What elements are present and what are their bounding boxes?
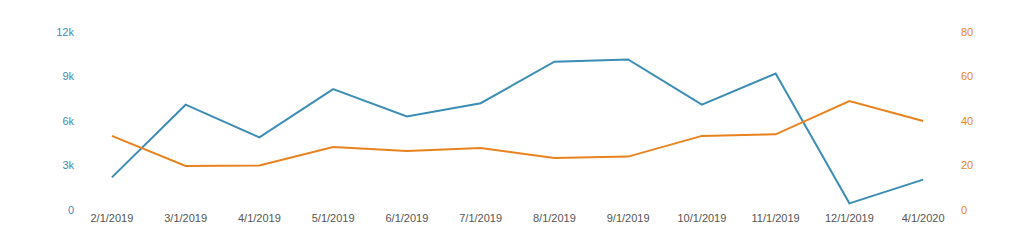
svg-text:5/1/2019: 5/1/2019 <box>312 212 355 224</box>
svg-text:0: 0 <box>68 204 74 216</box>
svg-text:8/1/2019: 8/1/2019 <box>533 212 576 224</box>
svg-text:11/1/2019: 11/1/2019 <box>752 212 800 224</box>
svg-text:40: 40 <box>961 115 973 127</box>
svg-text:0: 0 <box>961 204 967 216</box>
svg-text:12k: 12k <box>56 26 74 38</box>
svg-text:3/1/2019: 3/1/2019 <box>164 212 207 224</box>
svg-text:12/1/2019: 12/1/2019 <box>825 212 874 224</box>
svg-text:6/1/2019: 6/1/2019 <box>385 212 428 224</box>
svg-text:60: 60 <box>961 70 973 82</box>
svg-text:4/1/2020: 4/1/2020 <box>902 212 945 224</box>
svg-text:3k: 3k <box>62 159 74 171</box>
svg-text:9/1/2019: 9/1/2019 <box>607 212 650 224</box>
svg-text:20: 20 <box>961 159 973 171</box>
svg-text:80: 80 <box>961 26 973 38</box>
svg-text:6k: 6k <box>62 115 74 127</box>
svg-text:4/1/2019: 4/1/2019 <box>238 212 281 224</box>
svg-text:9k: 9k <box>62 70 74 82</box>
svg-text:10/1/2019: 10/1/2019 <box>677 212 726 224</box>
svg-text:7/1/2019: 7/1/2019 <box>459 212 502 224</box>
svg-text:2/1/2019: 2/1/2019 <box>90 212 133 224</box>
